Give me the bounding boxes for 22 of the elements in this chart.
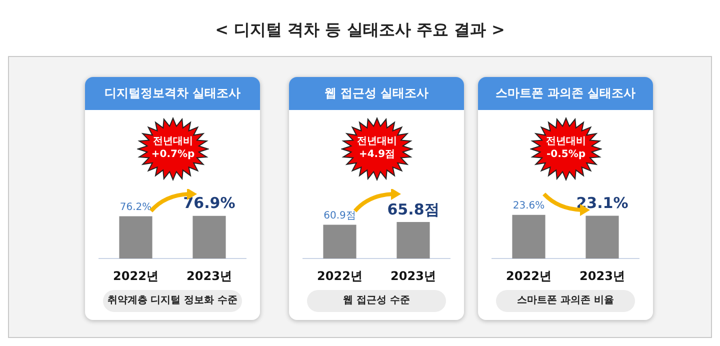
data-label: 76.2% <box>120 202 152 213</box>
text: 전년대비 +0.7%p <box>150 135 196 161</box>
chart-title: 스마트폰 과의존 실태조사 <box>478 77 653 110</box>
x-axis-title: 취약계층 디지털 정보화 수준 <box>103 290 242 312</box>
chart-title: 디지털정보격차 실태조사 <box>85 77 260 110</box>
x-tick-label: 2022년 <box>113 268 158 283</box>
x-axis-title: 웹 접근성 수준 <box>307 290 446 312</box>
text: < 디지털 격차 등 실태조사 주요 결과 > <box>214 20 506 41</box>
x-tick-label: 2023년 <box>390 268 436 283</box>
data-label: 65.8점 <box>387 200 440 218</box>
x-tick-label: 2022년 <box>506 268 552 283</box>
data-label: 76.9% <box>183 194 236 212</box>
data-label: 23.6% <box>512 200 545 212</box>
text: 전년대비 -0.5%p <box>545 135 587 161</box>
x-tick-label: 2023년 <box>186 268 232 283</box>
x-axis-title: 스마트폰 과의존 비율 <box>496 290 635 312</box>
data-label: 23.1% <box>576 194 628 212</box>
chart-title: 웹 접근성 실태조사 <box>289 77 464 110</box>
x-tick-label: 2022년 <box>317 268 362 283</box>
data-label: 60.9점 <box>324 210 356 222</box>
text: 전년대비 +4.9점 <box>356 135 398 161</box>
x-tick-label: 2023년 <box>580 268 625 283</box>
